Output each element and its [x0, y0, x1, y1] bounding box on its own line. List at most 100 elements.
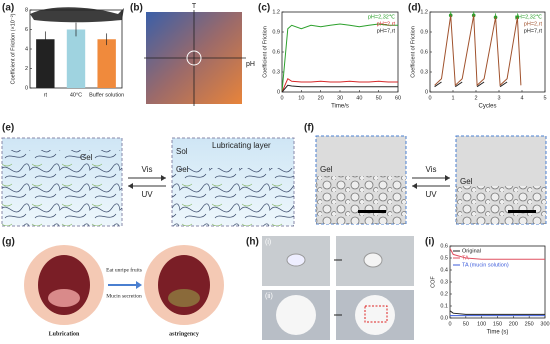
x-tick-label: Buffer solution — [89, 92, 124, 98]
y-tick-label: 0.0 — [440, 315, 448, 321]
panel-label: (a) — [2, 3, 14, 14]
x-tick-label: 0 — [280, 95, 283, 101]
bar — [66, 29, 86, 88]
legend-entry: pH=2,rt — [377, 21, 396, 27]
label: Eat unripe fruits — [106, 266, 142, 273]
x-axis-label: Time (s) — [487, 330, 509, 336]
x-axis-label: Time/s — [331, 104, 349, 110]
y-tick-label: 2 — [25, 66, 28, 72]
gel-region — [316, 176, 406, 224]
x-tick-label: 5 — [543, 95, 546, 101]
x-tick-label: 1 — [451, 95, 454, 101]
x-axis-label: Cycles — [478, 104, 496, 110]
y-tick-label: 0 — [425, 89, 428, 95]
x-tick-label: 2 — [474, 95, 477, 101]
x-tick-label: 4 — [520, 95, 523, 101]
cycle-icon — [186, 50, 202, 66]
y-tick-label: 8 — [25, 7, 28, 13]
y-tick-label: 0 — [25, 85, 28, 91]
legend-entry: TA — [462, 255, 469, 261]
label: Vis — [142, 165, 153, 174]
label: Lubricating layer — [212, 141, 271, 150]
label: Gel — [460, 177, 473, 186]
y-tick-label: 0.3 — [272, 69, 280, 75]
legend-entry: TA (mucin solution) — [462, 262, 509, 268]
axis-label: T — [192, 3, 197, 10]
x-tick-label: 20 — [318, 95, 324, 101]
series-line — [449, 248, 545, 260]
y-tick-label: 0.3 — [440, 279, 448, 285]
label: Mucin secretion — [106, 293, 142, 299]
legend-entry: pH=2,32℃ — [515, 14, 543, 20]
panel-label: (i) — [425, 237, 434, 248]
series-line — [281, 77, 398, 93]
x-tick-label: 30 — [337, 95, 343, 101]
y-axis-label: Coefficient of Friction (×10⁻²) — [10, 13, 16, 84]
gel-network — [172, 168, 294, 226]
gel-network — [2, 150, 122, 226]
disc — [355, 295, 395, 335]
y-tick-label: 0.3 — [420, 69, 428, 75]
y-tick-label: 0.1 — [440, 303, 448, 309]
fish — [30, 7, 124, 23]
y-tick-label: 0 — [277, 89, 280, 95]
label: Vis — [426, 165, 437, 174]
tongue — [48, 289, 80, 307]
x-tick-label: 10 — [298, 95, 304, 101]
legend-entry: pH=7,rt — [377, 28, 396, 34]
caption: astringency — [169, 331, 199, 337]
y-tick-label: 0.9 — [420, 29, 428, 35]
gel-region — [456, 186, 546, 224]
scale-bar — [508, 210, 536, 213]
y-tick-label: 0.4 — [440, 267, 448, 273]
row-label: (ii) — [265, 293, 273, 300]
y-tick-label: 1.2 — [420, 9, 428, 15]
x-tick-label: 0 — [448, 321, 451, 327]
y-axis-label: Coefficient of Friction — [410, 26, 416, 78]
series-line — [434, 15, 522, 87]
tongue — [168, 289, 200, 307]
panel-h: (h) (i) (ii) — [246, 236, 414, 340]
series-line — [281, 23, 398, 93]
panel-b: (b) T pH — [130, 3, 255, 106]
y-axis-label: COF — [430, 276, 436, 288]
panel-label: (h) — [246, 237, 259, 248]
panel-label: (c) — [258, 3, 270, 14]
x-tick-label: 50 — [376, 95, 382, 101]
panel-label: (e) — [2, 123, 14, 134]
panel-label: (d) — [408, 3, 421, 14]
panel-label: (f) — [304, 123, 314, 134]
label: UV — [141, 190, 153, 199]
scale-bar — [358, 210, 386, 213]
y-tick-label: 0.2 — [440, 291, 448, 297]
y-tick-label: 0.6 — [272, 49, 280, 55]
panel-f: (f) Gel Gel Vis UV — [304, 123, 547, 225]
caption: Lubrication — [49, 331, 80, 337]
panel-e: (e) Gel Sol Gel Lubricating layer Vis UV — [1, 123, 295, 227]
bar — [97, 39, 116, 88]
y-tick-label: 1.2 — [272, 9, 280, 15]
x-tick-label: 40 — [356, 95, 362, 101]
x-tick-label: 150 — [493, 321, 502, 327]
label: Gel — [320, 165, 333, 174]
y-tick-label: 0.6 — [440, 243, 448, 249]
label: Gel — [176, 165, 189, 174]
row-label: (i) — [265, 239, 271, 246]
axis-label: pH — [246, 61, 255, 68]
highlight — [364, 305, 388, 323]
x-tick-label: 40°C — [70, 92, 82, 98]
panel-g: (g) Eat unripe fruits Mucin secretion Lu… — [2, 237, 224, 337]
x-tick-label: 3 — [497, 95, 500, 101]
label: Gel — [80, 153, 93, 162]
x-tick-label: 200 — [509, 321, 518, 327]
series-line — [281, 84, 398, 93]
panel-label: (b) — [130, 3, 143, 14]
bar — [36, 39, 55, 88]
series-line — [449, 310, 545, 315]
x-tick-label: 250 — [525, 321, 534, 327]
y-tick-label: 4 — [25, 46, 28, 52]
y-axis-label: Coefficient of Friction — [262, 26, 268, 78]
legend-entry: pH=7,rt — [524, 28, 543, 34]
x-tick-label: 60 — [395, 95, 401, 101]
